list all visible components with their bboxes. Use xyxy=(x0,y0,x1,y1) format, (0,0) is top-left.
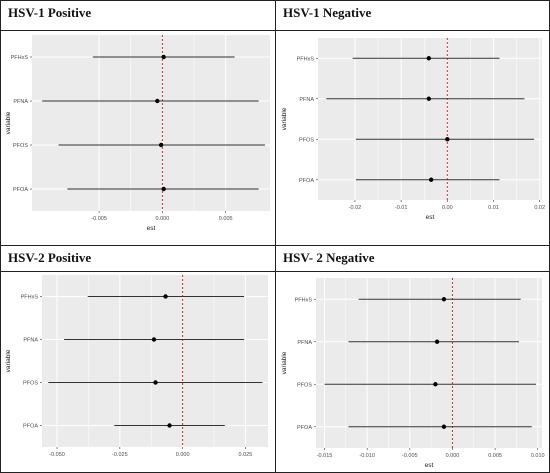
point-estimate-pfhxs xyxy=(441,297,447,302)
forest-plot-hsv2-positive: PFHxS PFNA PFOS PFOA -0.050 -0.025 0.000 0.025 v… xyxy=(5,275,268,458)
point-estimate-pfhxs xyxy=(161,54,166,60)
x-tick-label: 0.00 xyxy=(442,205,453,211)
x-tick-label: 0.005 xyxy=(488,453,502,459)
y-tick-label: PFOA xyxy=(23,424,38,430)
y-tick-label: PFHxS xyxy=(11,55,29,61)
y-tick-label: PFOS xyxy=(13,143,28,149)
y-axis-label: variable xyxy=(281,351,288,374)
x-tick-label: 0.025 xyxy=(239,452,253,458)
x-tick-label: -0.015 xyxy=(317,453,333,459)
point-estimate-pfhxs xyxy=(426,56,432,61)
x-axis-label: est xyxy=(426,214,435,221)
y-tick-label: PFOA xyxy=(13,187,28,193)
y-tick-label: PFNA xyxy=(299,97,314,103)
point-estimate-pfna xyxy=(434,339,440,344)
x-tick-label: -0.01 xyxy=(395,205,408,211)
x-tick-label: 0.000 xyxy=(446,453,460,459)
y-tick-label: PFOS xyxy=(299,137,314,143)
point-estimate-pfos xyxy=(445,137,450,142)
x-axis-label: est xyxy=(425,462,434,469)
plot-panel xyxy=(42,275,268,447)
point-estimate-pfoa xyxy=(161,186,166,192)
panel-title: HSV-1 Positive xyxy=(8,5,92,20)
x-axis-label: est xyxy=(147,225,156,232)
table-border-left xyxy=(0,0,1,473)
point-estimate-pfna xyxy=(155,98,160,104)
y-tick-label: PFHxS xyxy=(21,295,39,301)
point-estimate-pfos xyxy=(433,382,438,387)
x-tick-label: 0.005 xyxy=(219,216,233,222)
point-estimate-pfoa xyxy=(167,423,172,428)
panel-hsv1-negative: HSV-1 Negative xyxy=(275,0,550,245)
x-tick-label: 0.000 xyxy=(156,216,170,222)
y-tick-label: PFHxS xyxy=(297,56,315,62)
point-estimate-pfos xyxy=(153,380,158,385)
forest-plot-hsv1-positive: PFHxS PFNA PFOS PFOA -0.005 0.000 0.005 est vari… xyxy=(5,35,270,232)
y-tick-label: PFNA xyxy=(297,340,312,346)
point-estimate-pfna xyxy=(426,96,432,101)
y-tick-label: PFOA xyxy=(299,178,314,184)
plot-panel xyxy=(32,35,270,211)
plot-panel xyxy=(318,38,542,200)
y-tick-label: PFOA xyxy=(297,425,312,431)
y-tick-label: PFHxS xyxy=(295,297,313,303)
y-axis-label: variable xyxy=(5,349,12,372)
y-tick-label: PFNA xyxy=(13,99,28,105)
point-estimate-pfos xyxy=(158,142,164,148)
y-axis-label: variable xyxy=(5,111,12,134)
y-tick-label: PFOS xyxy=(23,381,38,387)
panel-hsv2-positive: HSV-2 Positive xyxy=(0,245,275,473)
x-tick-label: -0.005 xyxy=(91,216,107,222)
x-tick-label: 0.02 xyxy=(534,205,545,211)
x-tick-label: -0.050 xyxy=(49,452,65,458)
table-border-center xyxy=(275,0,276,473)
panel-hsv1-positive: HSV-1 Positive xyxy=(0,0,275,245)
point-estimate-pfhxs xyxy=(163,294,168,299)
point-estimate-pfna xyxy=(151,337,157,342)
y-tick-label: PFOS xyxy=(297,382,312,388)
panel-title: HSV-1 Negative xyxy=(283,5,372,20)
forest-plot-hsv1-negative: PFHxS PFNA PFOS PFOA -0.02 -0.01 0.00 0.01 0.02 e… xyxy=(281,38,545,221)
forest-plot-hsv2-negative: PFHxS PFNA PFOS PFOA -0.015 -0.010 -0.005 0.000… xyxy=(281,278,545,469)
x-tick-label: -0.02 xyxy=(349,205,362,211)
x-tick-label: 0.010 xyxy=(531,453,545,459)
plot-panel xyxy=(316,278,542,448)
x-tick-label: -0.025 xyxy=(112,452,128,458)
y-axis-label: variable xyxy=(281,107,288,130)
y-tick-label: PFNA xyxy=(23,338,38,344)
x-tick-label: -0.010 xyxy=(359,453,375,459)
x-tick-label: -0.005 xyxy=(402,453,418,459)
point-estimate-pfoa xyxy=(428,177,434,182)
x-tick-label: 0.01 xyxy=(488,205,499,211)
point-estimate-pfoa xyxy=(441,424,447,429)
panel-title: HSV-2 Positive xyxy=(8,250,92,265)
x-tick-label: 0.000 xyxy=(176,452,190,458)
panel-title: HSV- 2 Negative xyxy=(283,250,375,265)
panel-hsv2-negative: HSV- 2 Negative xyxy=(275,245,550,473)
